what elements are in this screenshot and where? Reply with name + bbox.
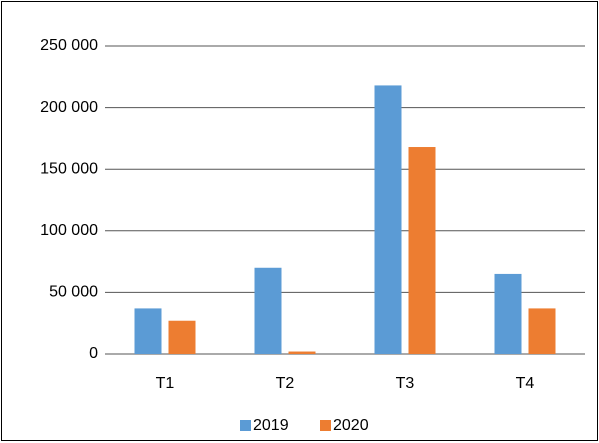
bar (374, 85, 402, 354)
bar (168, 320, 196, 354)
y-tick-label: 200 000 (40, 99, 98, 116)
bar (494, 273, 522, 354)
x-tick-label: T3 (396, 375, 415, 392)
x-tick-label: T1 (156, 375, 175, 392)
y-tick-label: 0 (89, 345, 98, 362)
x-tick-label: T2 (276, 375, 295, 392)
y-tick-label: 100 000 (40, 222, 98, 239)
legend-swatch (320, 420, 331, 431)
y-tick-label: 150 000 (40, 160, 98, 177)
bar (528, 308, 556, 354)
legend-swatch (240, 420, 251, 431)
bar (134, 308, 162, 354)
legend-label: 2019 (253, 417, 289, 434)
x-tick-label: T4 (516, 375, 535, 392)
bar (408, 147, 436, 354)
y-tick-label: 50 000 (49, 284, 98, 301)
y-tick-label: 250 000 (40, 37, 98, 54)
bar (288, 351, 316, 354)
legend-label: 2020 (333, 417, 369, 434)
bar (254, 267, 282, 354)
